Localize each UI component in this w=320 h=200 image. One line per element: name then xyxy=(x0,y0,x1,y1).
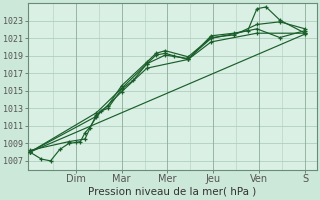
X-axis label: Pression niveau de la mer( hPa ): Pression niveau de la mer( hPa ) xyxy=(88,187,256,197)
